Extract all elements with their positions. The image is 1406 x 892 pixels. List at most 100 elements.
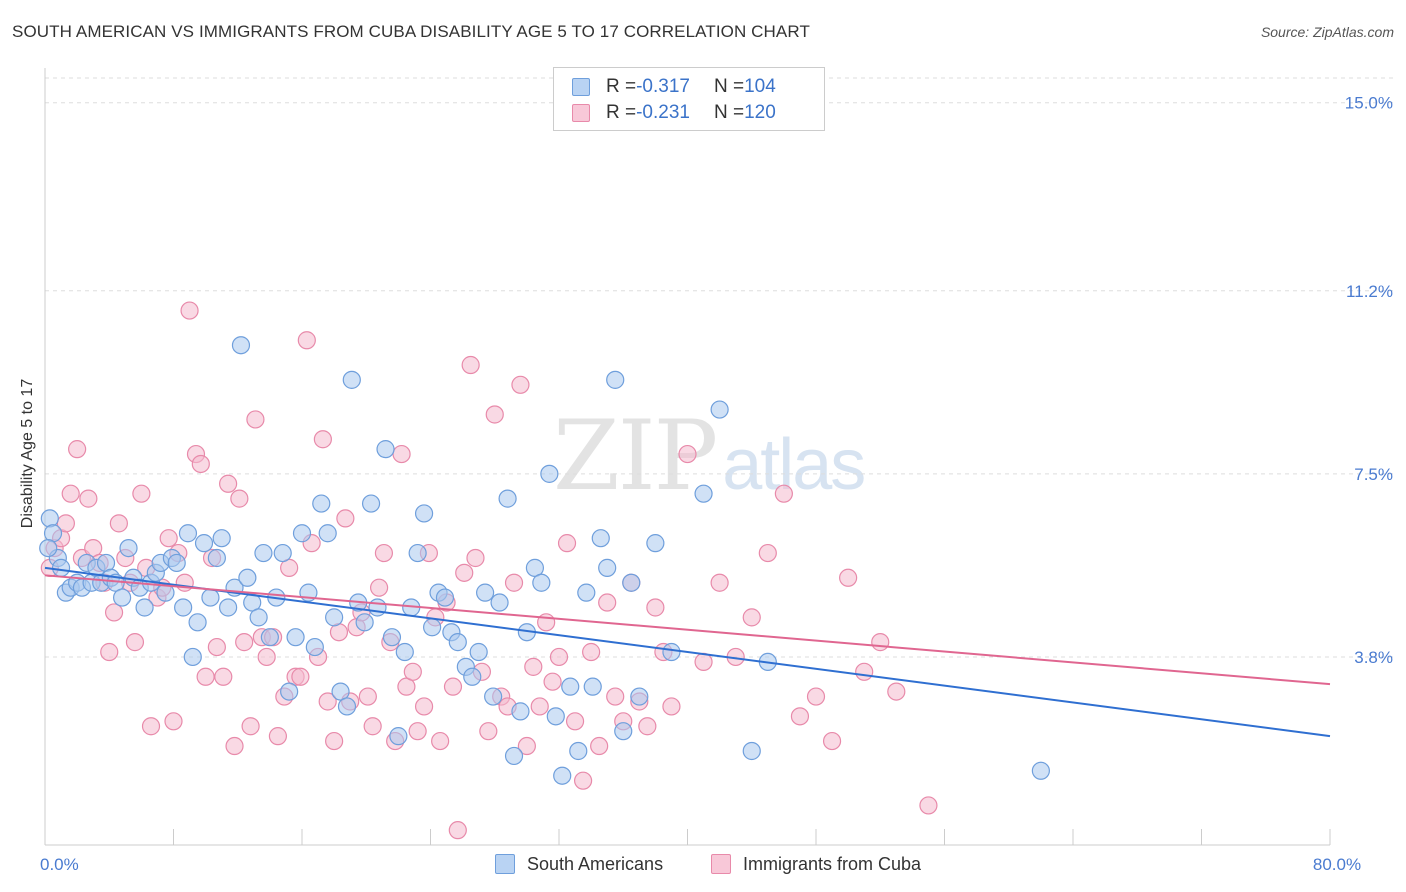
data-point-south-americans [51,558,71,577]
data-point-south-americans [389,727,408,746]
data-point-cuba [414,697,434,716]
data-point-south-americans [194,534,214,553]
data-point-cuba [431,731,450,751]
data-point-south-americans [622,573,641,592]
data-point-cuba [318,692,337,711]
data-point-cuba [662,697,681,716]
data-point-cuba [694,652,713,672]
data-point-south-americans [376,440,395,459]
data-point-south-americans [742,741,761,761]
data-point-cuba [530,697,549,716]
data-point-cuba [246,410,265,429]
trend-lines [44,566,1331,738]
data-point-cuba [257,647,276,667]
data-point-south-americans [39,538,58,558]
data-point-south-americans [273,543,292,563]
data-point-cuba [466,548,485,568]
data-point-cuba [511,375,530,394]
data-point-cuba [479,722,498,741]
data-point-cuba [313,430,332,449]
data-point-south-americans [112,588,132,607]
data-point-cuba [159,529,178,548]
bottom-legend-swatch-pink [711,854,731,874]
data-point-cuba [68,440,87,459]
data-point-cuba [175,573,194,592]
data-point-cuba [180,301,199,320]
data-point-south-americans [167,553,186,573]
data-point-south-americans [569,741,588,761]
data-point-south-americans [532,573,551,592]
data-point-south-americans [395,642,414,662]
data-point-cuba [606,687,625,706]
data-point-cuba [403,662,422,681]
source-credit: Source: ZipAtlas.com [1260,24,1394,40]
data-point-south-americans [614,722,633,741]
data-point-cuba [461,355,480,375]
data-point-cuba [207,637,226,657]
legend-r-label: R = [606,102,637,123]
axes [44,68,1331,846]
data-point-cuba [109,514,128,533]
data-point-cuba [646,598,665,617]
data-point-cuba [196,667,215,686]
data-point-south-americans [423,618,442,637]
data-point-cuba [774,484,793,503]
data-point-south-americans [249,608,268,627]
data-point-cuba [573,771,593,790]
data-point-south-americans [591,529,610,548]
data-point-cuba [590,736,609,756]
data-point-south-americans [561,677,580,696]
series-south-americans-points [39,336,1050,785]
data-point-south-americans [498,489,517,508]
data-point-south-americans [119,538,138,558]
y-tick-label: 11.2% [1346,282,1393,301]
data-point-south-americans [174,598,193,617]
watermark-atlas: atlas [722,425,866,505]
data-point-south-americans [476,583,495,602]
trend-line-cuba [44,574,1331,686]
data-point-cuba [325,731,344,751]
data-point-south-americans [414,504,434,523]
data-point-cuba [443,677,463,696]
legend-swatch-blue [572,78,590,96]
data-point-south-americans [207,548,226,568]
bottom-legend-label: Immigrants from Cuba [743,853,922,874]
data-point-cuba [448,821,467,840]
data-point-south-americans [368,598,387,617]
data-point-cuba [549,647,569,667]
data-point-cuba [598,593,617,612]
data-point-south-americans [546,707,565,726]
data-point-cuba [230,489,249,508]
legend-n-label: N = [713,102,745,123]
data-point-south-americans [484,687,503,706]
data-point-south-americans [260,628,279,647]
data-point-cuba [790,707,810,726]
data-point-cuba [839,568,858,587]
data-point-cuba [358,687,377,706]
data-point-cuba [557,534,577,553]
y-tick-label: 15.0% [1345,94,1393,113]
data-point-cuba [392,444,411,464]
bottom-legend-cuba: Immigrants from Cuba [711,852,921,876]
data-point-cuba [268,727,288,746]
data-point-south-americans [280,682,299,701]
data-point-cuba [132,484,151,503]
data-point-south-americans [504,746,524,766]
data-point-south-americans [318,524,337,543]
data-point-south-americans [231,336,251,355]
data-point-south-americans [178,524,198,543]
data-point-south-americans [238,568,257,587]
data-point-south-americans [646,534,665,553]
data-point-cuba [822,731,842,751]
data-point-south-americans [183,647,202,667]
legend-swatch-pink [572,104,590,122]
data-point-south-americans [1031,761,1050,780]
data-point-south-americans [598,558,617,577]
x-tick-label: 0.0% [40,855,79,874]
data-point-cuba [336,509,355,528]
legend-n-value: 104 [744,76,776,97]
data-point-cuba [806,687,826,706]
data-point-cuba [164,712,183,731]
y-axis-title: Disability Age 5 to 17 [19,379,36,529]
